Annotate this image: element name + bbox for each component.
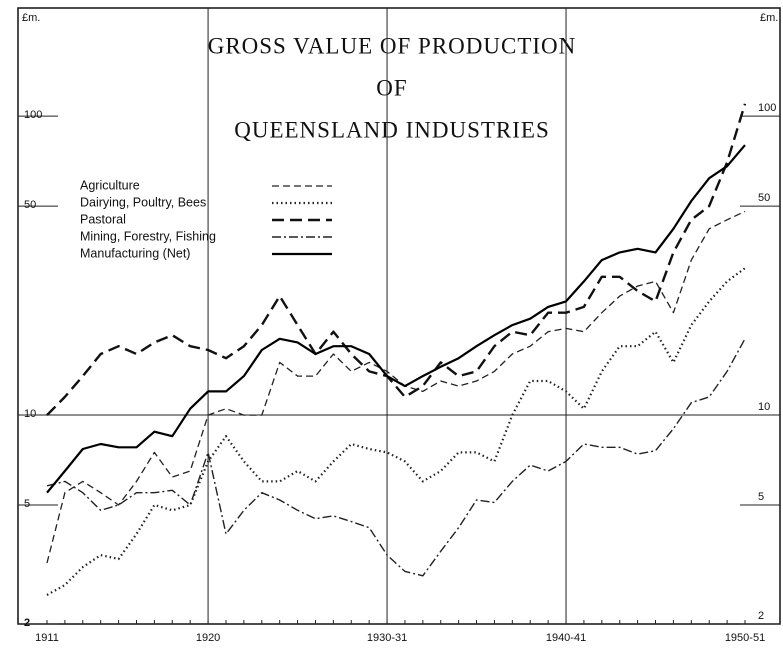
plot-frame: [17, 7, 781, 625]
legend-label: Pastoral: [80, 212, 126, 226]
y-tick-label: 50: [24, 199, 36, 211]
y-tick-label: 2: [24, 617, 30, 629]
y2-tick-label: 5: [758, 491, 764, 503]
y2-tick-label: 100: [758, 102, 776, 114]
legend-label: Mining, Forestry, Fishing: [80, 229, 216, 243]
y2-tick-label: 50: [758, 192, 770, 204]
x-tick-label: 1940-41: [546, 632, 586, 644]
y2-tick-label: 10: [758, 401, 770, 413]
x-tick-label: 1920: [196, 632, 220, 644]
legend-label: Agriculture: [80, 178, 140, 192]
series-line: [46, 103, 747, 416]
chart-title: OF: [376, 75, 407, 100]
y-tick-label: 100: [24, 109, 42, 121]
y2-tick-label: 2: [758, 610, 764, 622]
series-line: [46, 144, 746, 494]
y-tick-label: 10: [24, 408, 36, 420]
series-line: [46, 267, 746, 596]
legend-label: Manufacturing (Net): [80, 246, 190, 260]
x-tick-label: 1911: [35, 632, 59, 644]
series-line: [46, 210, 746, 564]
y-axis-label: £m.: [22, 12, 40, 24]
x-tick-label: 1930-31: [367, 632, 407, 644]
y2-axis-label: £m.: [760, 12, 778, 24]
y-tick-label: 5: [24, 498, 30, 510]
x-tick-label: 1950-51: [725, 632, 765, 644]
chart-title: GROSS VALUE OF PRODUCTION: [208, 33, 577, 58]
legend-label: Dairying, Poultry, Bees: [80, 195, 206, 209]
chart-title: QUEENSLAND INDUSTRIES: [234, 117, 550, 142]
series-line: [46, 338, 746, 577]
